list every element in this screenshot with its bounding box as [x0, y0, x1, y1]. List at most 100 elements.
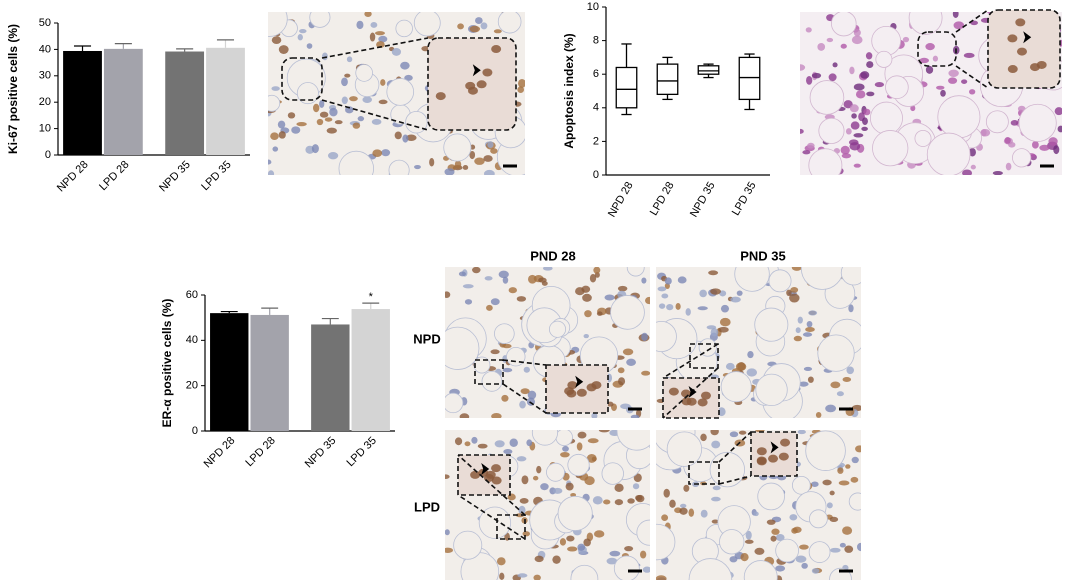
adipocyte: [443, 133, 472, 162]
adipocyte: [875, 50, 893, 68]
cell: [624, 545, 634, 552]
cell: [668, 387, 679, 396]
cell: [445, 529, 450, 536]
cell: [828, 73, 837, 82]
cell: [641, 370, 650, 376]
adipocyte: [808, 541, 831, 563]
cell: [807, 376, 814, 383]
cell: [822, 479, 832, 486]
cell: [708, 270, 719, 276]
adipocyte: [1018, 103, 1057, 142]
cell: [849, 66, 855, 75]
cell: [296, 122, 307, 127]
cell: [845, 128, 852, 135]
x-tick-label: NPD 35: [157, 159, 193, 195]
cell: [477, 443, 488, 449]
adipocyte: [395, 19, 413, 38]
cell: [712, 485, 721, 491]
adipocyte: [831, 12, 857, 37]
cell: [532, 475, 539, 481]
cell: [736, 290, 743, 296]
cell: [807, 142, 815, 149]
cell: [851, 35, 863, 45]
cell: [490, 298, 500, 306]
column-header: PND 35: [740, 248, 786, 263]
arrow: [1023, 31, 1032, 44]
cell: [458, 271, 466, 277]
cell: [596, 311, 603, 316]
cell: [618, 377, 626, 386]
roi-box: [281, 57, 323, 101]
micrograph: [445, 267, 650, 418]
y-tick-label: 50: [39, 17, 51, 29]
cell: [603, 499, 611, 505]
cell: [614, 499, 624, 506]
cell: [404, 74, 413, 81]
cell: [522, 531, 530, 537]
cell: [806, 76, 813, 85]
adipocyte: [453, 530, 483, 560]
y-tick-label: 30: [39, 70, 51, 82]
y-tick-label: 40: [186, 334, 198, 346]
y-tick-label: 20: [39, 96, 51, 108]
adipocyte: [570, 564, 599, 580]
cell: [666, 303, 674, 311]
cell: [840, 145, 850, 155]
cell: [369, 32, 376, 42]
cell: [445, 474, 450, 480]
cell: [754, 547, 765, 555]
cell: [445, 547, 454, 553]
x-tick-label: LPD 35: [199, 159, 233, 193]
cell: [932, 55, 939, 62]
adipocyte: [1012, 148, 1032, 168]
bar: [165, 51, 205, 155]
cell: [661, 514, 669, 521]
cell: [459, 413, 470, 418]
cell: [793, 335, 803, 342]
cell: [312, 103, 320, 113]
cell: [499, 572, 505, 580]
cell: [277, 120, 286, 129]
cell: [805, 27, 812, 33]
cell: [826, 37, 834, 43]
y-tick-label: 10: [39, 123, 51, 135]
cell: [845, 464, 851, 469]
cell: [516, 296, 527, 302]
arrow: [575, 375, 584, 388]
cell: [811, 72, 822, 79]
cell: [815, 412, 822, 418]
cell: [790, 287, 799, 293]
tissue: [656, 430, 861, 580]
adipocyte: [531, 430, 559, 446]
adipocyte: [688, 558, 733, 580]
cell: [969, 89, 976, 95]
cell: [560, 451, 570, 458]
adipocyte: [840, 267, 861, 286]
cell: [299, 28, 307, 34]
adipocyte: [388, 159, 410, 175]
cell: [523, 366, 530, 373]
adipocyte: [743, 560, 778, 580]
y-tick-label: 4: [593, 102, 599, 114]
cell: [645, 296, 650, 305]
cell: [391, 47, 402, 56]
cell: [614, 483, 624, 493]
y-tick-label: 20: [186, 380, 198, 392]
cell: [604, 294, 615, 301]
cell: [849, 104, 859, 113]
zoom-line: [321, 37, 429, 59]
box: [738, 56, 761, 101]
cell: [961, 79, 968, 84]
cell: [842, 377, 852, 383]
cell: [592, 496, 603, 505]
cell: [464, 441, 471, 447]
adipocyte: [506, 346, 526, 367]
zoom-line: [718, 475, 752, 485]
adipocyte: [775, 538, 799, 563]
cell: [490, 148, 498, 154]
cell: [720, 304, 730, 313]
cell: [562, 445, 569, 452]
cell: [925, 43, 935, 51]
adipocyte: [885, 75, 909, 100]
cell: [400, 61, 410, 70]
